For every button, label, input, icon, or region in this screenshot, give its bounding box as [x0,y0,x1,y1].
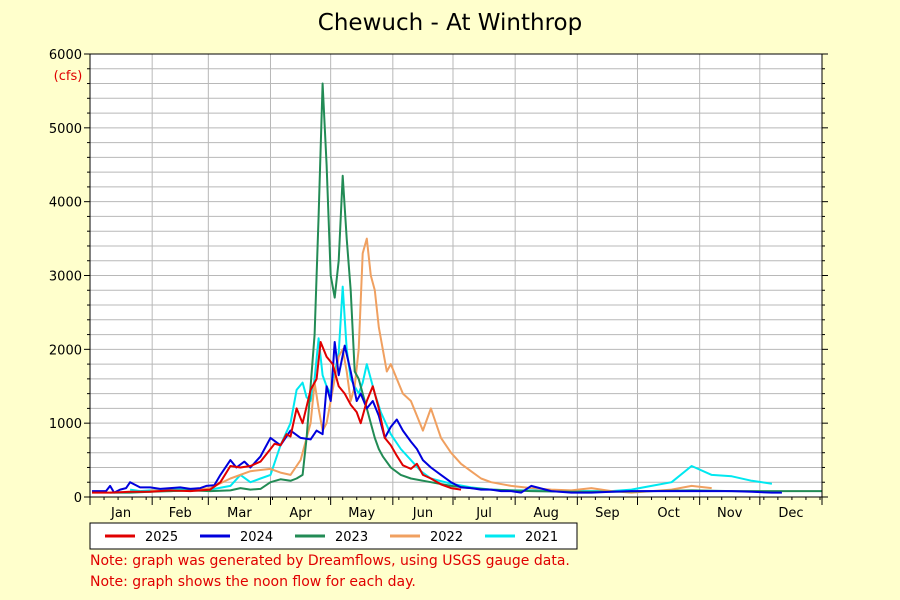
legend-label-2024: 2024 [240,530,273,545]
series-line-2025 [92,341,462,494]
note-noon-flow: Note: graph shows the noon flow for each… [90,574,416,590]
y-tick-label: 5000 [49,122,82,137]
x-tick-label: Jul [475,506,492,521]
series-line-2024 [92,341,782,494]
x-tick-label: Mar [227,506,252,521]
legend-label-2022: 2022 [430,530,463,545]
y-tick-label: 2000 [49,343,82,358]
y-tick-label: 3000 [49,270,82,285]
grid [90,53,822,498]
series-group [92,82,822,494]
x-tick-label: Oct [657,506,679,521]
x-tick-label: Dec [778,506,803,521]
note-source: Note: graph was generated by Dreamflows,… [90,553,570,569]
x-tick-label: May [348,506,375,521]
series-line-2022 [150,237,712,494]
x-tick-label: Jun [412,506,433,521]
x-tick-label: Jan [110,506,131,521]
y-tick-label: 4000 [49,196,82,211]
y-tick-label: 6000 [49,48,82,63]
axes: 0 1000 2000 3000 4000 5000 6000 Jan Feb Mar Apr May… [49,48,828,521]
x-tick-label: Nov [717,506,743,521]
y-tick-label: 1000 [49,417,82,432]
x-tick-label: Aug [534,506,559,521]
legend-label-2023: 2023 [335,530,368,545]
y-tick-label: 0 [74,491,82,506]
legend: 2025 2024 2023 2022 2021 [89,522,578,550]
x-tick-label: Sep [595,506,620,521]
chart-title: Chewuch - At Winthrop [317,10,583,36]
legend-label-2021: 2021 [525,530,558,545]
x-tick-label: Apr [289,506,312,521]
y-axis-label: (cfs) [54,69,83,84]
x-tick-label: Feb [169,506,192,521]
legend-label-2025: 2025 [145,530,178,545]
